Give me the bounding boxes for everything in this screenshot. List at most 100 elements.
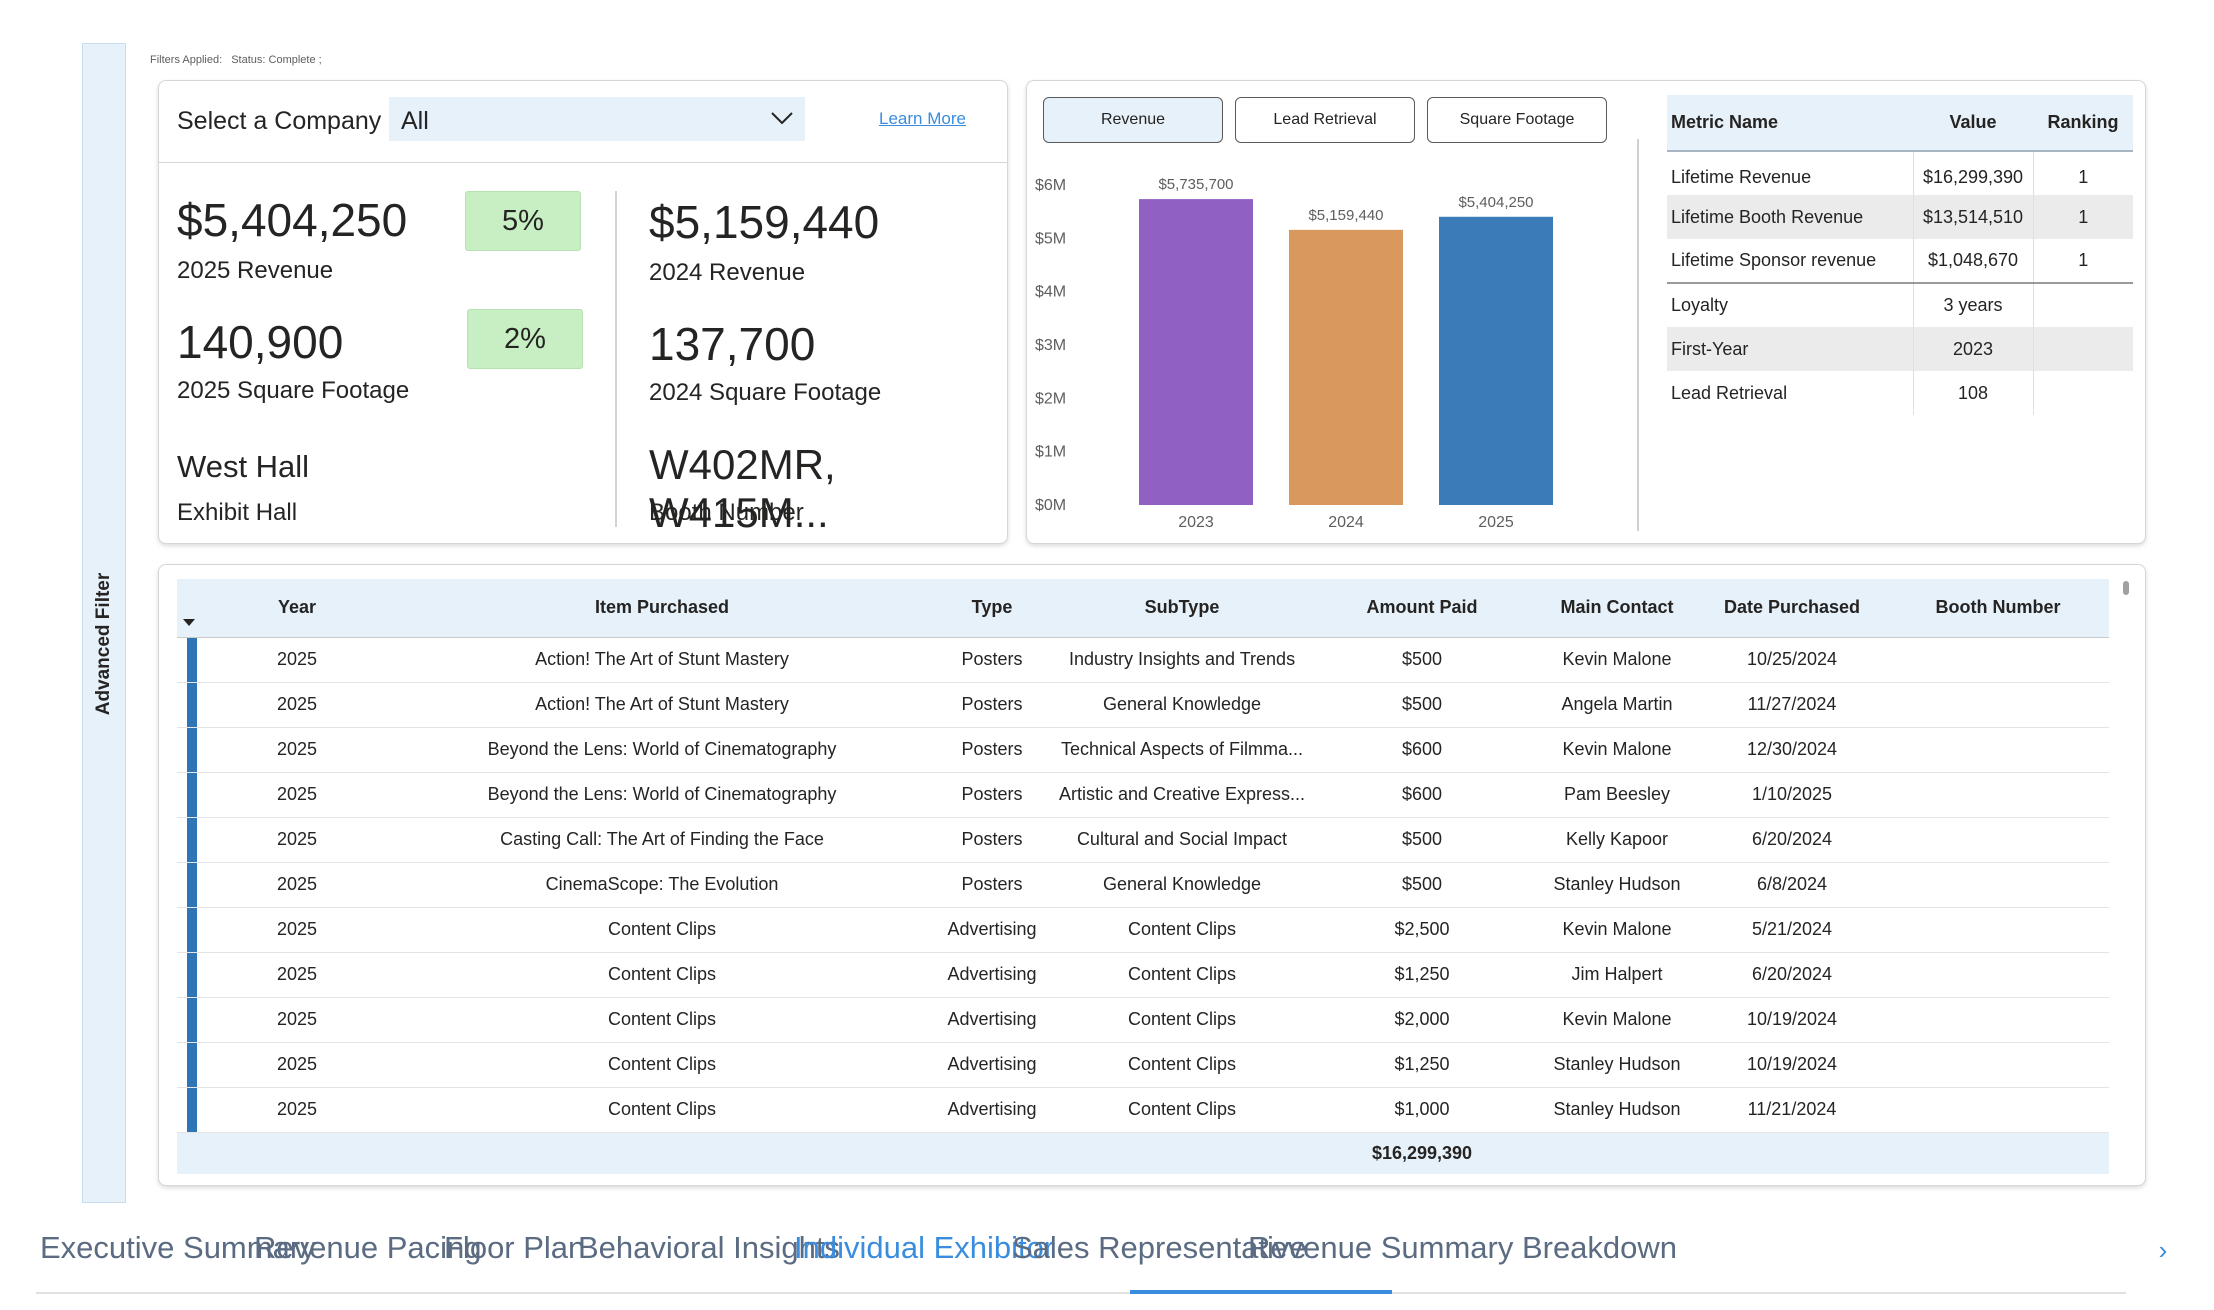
metric-rank xyxy=(2033,327,2133,371)
type-cell: Advertising xyxy=(927,997,1057,1043)
booth-number-header[interactable]: Booth Number xyxy=(1887,579,2109,638)
revenue-toggle-button[interactable]: Revenue xyxy=(1043,97,1223,143)
date-purchased-cell: 6/20/2024 xyxy=(1697,817,1887,863)
page-tabs-strip: Executive Summary Revenue Pacing Floor Pla… xyxy=(36,1196,2126,1294)
main-contact-header[interactable]: Main Contact xyxy=(1537,579,1697,638)
table-row[interactable]: 2025 Content Clips Advertising Content Clip… xyxy=(177,907,2109,953)
y-tick-label: $2M xyxy=(1035,390,1066,407)
y-tick-label: $6M xyxy=(1035,177,1066,194)
row-indicator-bar xyxy=(187,862,197,907)
sort-descending-icon[interactable] xyxy=(183,619,195,626)
type-header[interactable]: Type xyxy=(927,579,1057,638)
main-contact-cell: Jim Halpert xyxy=(1537,952,1697,998)
table-row[interactable]: 2025 Content Clips Advertising Content Clip… xyxy=(177,997,2109,1043)
main-contact-cell: Kevin Malone xyxy=(1537,907,1697,953)
table-row[interactable]: 2025 Beyond the Lens: World of Cinematogr… xyxy=(177,727,2109,773)
type-cell: Advertising xyxy=(927,1087,1057,1133)
bar-2025[interactable] xyxy=(1439,216,1553,506)
tab-sales-representative[interactable]: Sales Representative xyxy=(1012,1230,1307,1265)
type-cell: Advertising xyxy=(927,1042,1057,1088)
metric-table: Metric Name Value Ranking Lifetime Reven… xyxy=(1667,95,2133,415)
tab-revenue-pacing[interactable]: Revenue Pacing xyxy=(254,1230,482,1265)
filters-applied-value: Status: Complete ; xyxy=(231,54,322,66)
metric-rank: 1 xyxy=(2033,195,2133,239)
subtype-cell: Content Clips xyxy=(1057,997,1307,1043)
metric-value: $1,048,670 xyxy=(1913,239,2034,283)
metric-name: Lifetime Sponsor revenue xyxy=(1667,239,1914,283)
table-row[interactable]: 2025 Action! The Art of Stunt Mastery Post… xyxy=(177,637,2109,683)
tab-executive-summary[interactable]: Executive Summary xyxy=(40,1230,316,1265)
date-purchased-cell: 11/21/2024 xyxy=(1697,1087,1887,1133)
subtype-header[interactable]: SubType xyxy=(1057,579,1307,638)
table-row[interactable]: 2025 Beyond the Lens: World of Cinematogr… xyxy=(177,772,2109,818)
bar-2023[interactable] xyxy=(1139,199,1253,505)
revenue-2024-label: 2024 Revenue xyxy=(649,259,806,286)
metric-value: $13,514,510 xyxy=(1913,195,2034,239)
company-dropdown[interactable]: All xyxy=(389,97,805,141)
year-header[interactable]: Year xyxy=(197,579,397,638)
year-cell: 2025 xyxy=(197,727,397,773)
table-row[interactable]: 2025 Content Clips Advertising Content Clip… xyxy=(177,1042,2109,1088)
main-contact-cell: Kelly Kapoor xyxy=(1537,817,1697,863)
learn-more-link[interactable]: Learn More xyxy=(879,109,966,128)
company-select-label: Select a Company xyxy=(177,107,382,135)
item-purchased-cell: Casting Call: The Art of Finding the Fac… xyxy=(397,817,927,863)
item-purchased-header[interactable]: Item Purchased xyxy=(397,579,927,638)
row-indicator xyxy=(177,817,197,863)
row-indicator-bar xyxy=(187,1087,197,1132)
booth-number-cell xyxy=(1887,1042,2109,1088)
booth-number-cell xyxy=(1887,772,2109,818)
total-amount: $16,299,390 xyxy=(1307,1132,1537,1174)
advanced-filter-panel[interactable]: Advanced Filter xyxy=(82,43,126,1203)
x-tick-label: 2023 xyxy=(1178,514,1214,531)
tab-individual-exhibitor[interactable]: Individual Exhibitor xyxy=(794,1230,1055,1265)
company-dropdown-value: All xyxy=(401,107,429,135)
type-cell: Posters xyxy=(927,682,1057,728)
bar-2024[interactable] xyxy=(1289,229,1403,505)
tab-revenue-summary-breakdown[interactable]: Revenue Summary Breakdown xyxy=(1248,1230,1678,1265)
table-row[interactable]: 2025 Content Clips Advertising Content Clip… xyxy=(177,1087,2109,1133)
amount-paid-header[interactable]: Amount Paid xyxy=(1307,579,1537,638)
total-cell xyxy=(1057,1132,1307,1174)
filters-applied-label: Filters Applied: xyxy=(150,54,223,66)
chart-card: Revenue Lead Retrieval Square Footage $0… xyxy=(1026,80,2146,544)
amount-paid-cell: $600 xyxy=(1307,727,1537,773)
active-tab-underline xyxy=(1130,1290,1392,1294)
row-indicator-bar xyxy=(187,997,197,1042)
item-purchased-cell: Action! The Art of Stunt Mastery xyxy=(397,637,927,683)
purchases-table-body: 2025 Action! The Art of Stunt Mastery Post… xyxy=(177,637,2109,1174)
type-cell: Advertising xyxy=(927,952,1057,998)
total-cell xyxy=(927,1132,1057,1174)
date-purchased-cell: 6/20/2024 xyxy=(1697,952,1887,998)
row-indicator xyxy=(177,952,197,998)
table-row[interactable]: 2025 CinemaScope: The Evolution Posters Gen… xyxy=(177,862,2109,908)
sqft-2024-label: 2024 Square Footage xyxy=(649,379,882,406)
booth-number-cell xyxy=(1887,1087,2109,1133)
subtype-cell: Industry Insights and Trends xyxy=(1057,637,1307,683)
row-indicator xyxy=(177,682,197,728)
subtype-cell: Content Clips xyxy=(1057,907,1307,953)
booth-number-cell xyxy=(1887,727,2109,773)
chevron-right-icon[interactable]: › xyxy=(2158,1235,2168,1265)
table-scrollbar[interactable] xyxy=(2123,581,2129,595)
booth-number-cell xyxy=(1887,817,2109,863)
tab-floor-plan[interactable]: Floor Plan xyxy=(444,1230,586,1265)
lead-retrieval-toggle-button[interactable]: Lead Retrieval xyxy=(1235,97,1415,143)
table-row[interactable]: 2025 Content Clips Advertising Content Clip… xyxy=(177,952,2109,998)
type-cell: Posters xyxy=(927,772,1057,818)
chevron-down-icon xyxy=(771,112,793,125)
row-indicator-bar xyxy=(187,682,197,727)
date-purchased-header[interactable]: Date Purchased xyxy=(1697,579,1887,638)
x-tick-label: 2024 xyxy=(1328,514,1364,531)
table-row[interactable]: 2025 Action! The Art of Stunt Mastery Post… xyxy=(177,682,2109,728)
revenue-2024-value: $5,159,440 xyxy=(649,196,880,248)
sqft-growth-badge: 2% xyxy=(467,309,583,369)
tab-behavioral-insights[interactable]: Behavioral Insights xyxy=(578,1230,840,1265)
booth-number-cell xyxy=(1887,997,2109,1043)
square-footage-toggle-button[interactable]: Square Footage xyxy=(1427,97,1607,143)
table-row[interactable]: 2025 Casting Call: The Art of Finding the… xyxy=(177,817,2109,863)
row-indicator-bar xyxy=(187,1042,197,1087)
main-contact-cell: Kevin Malone xyxy=(1537,637,1697,683)
chart-divider xyxy=(1637,139,1639,531)
year-cell: 2025 xyxy=(197,637,397,683)
